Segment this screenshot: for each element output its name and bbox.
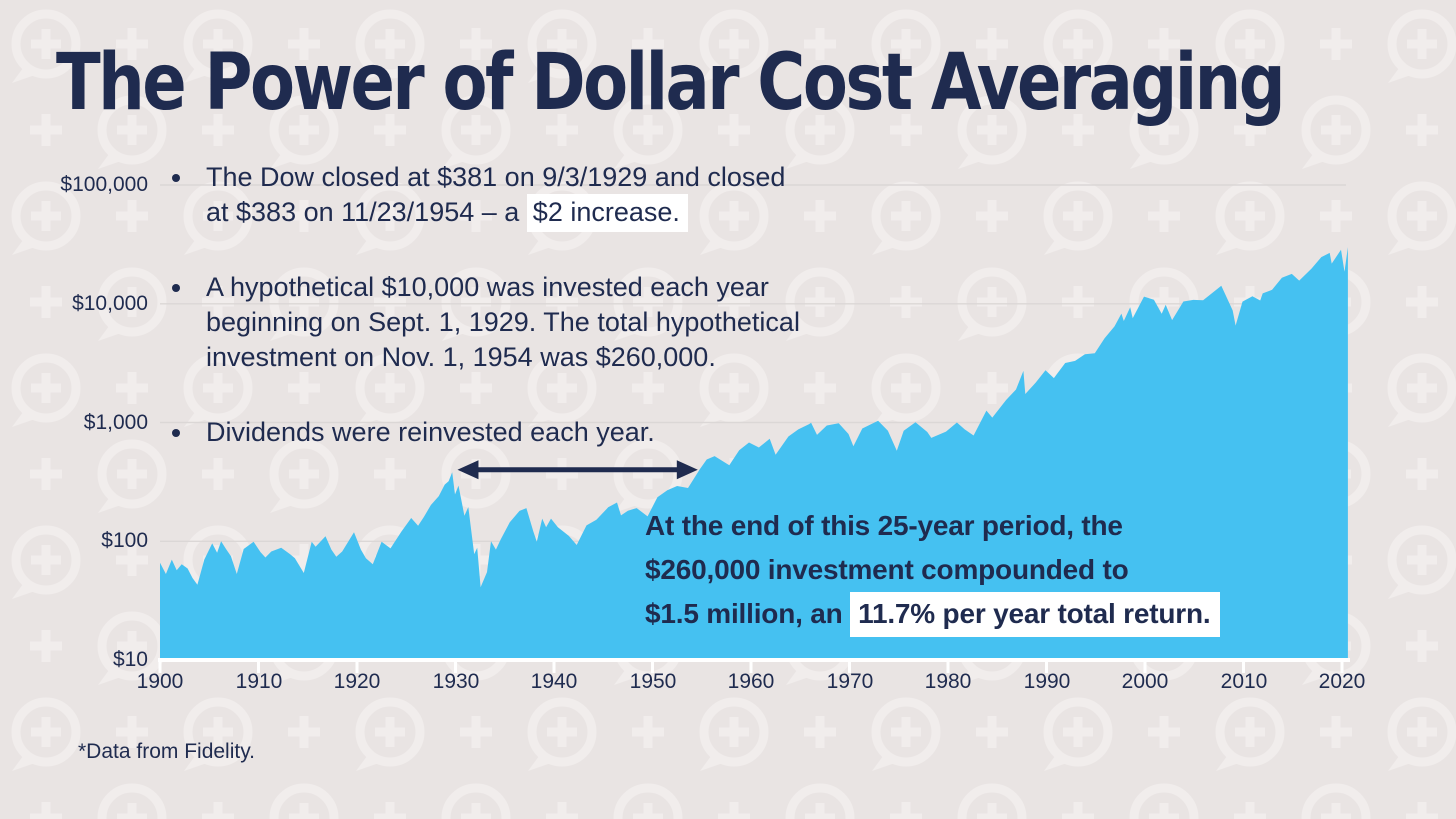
x-axis-tick <box>454 659 457 673</box>
x-axis-tick-label: 2000 <box>1121 670 1169 693</box>
dow-area-series <box>160 247 1348 660</box>
x-axis-tick <box>1045 659 1048 673</box>
arrow-left-head <box>457 460 479 480</box>
text-segment: beginning on Sept. 1, 1929. The total hy… <box>206 307 800 337</box>
bullet-list: The Dow closed at $381 on 9/3/1929 and c… <box>172 160 800 490</box>
text-segment: At the end of this 25-year period, the <box>645 510 1123 541</box>
text-line: beginning on Sept. 1, 1929. The total hy… <box>206 305 800 340</box>
x-axis-tick <box>749 659 753 673</box>
y-axis-tick-label: $1,000 <box>83 411 148 434</box>
text-segment: investment on Nov. 1, 1954 was $260,000. <box>206 342 716 372</box>
highlighted-text: 11.7% per year total return. <box>850 592 1221 637</box>
x-axis-tick <box>1143 659 1147 673</box>
highlighted-text: $2 increase. <box>526 194 688 232</box>
text-line: $260,000 investment compounded to <box>645 548 1220 592</box>
x-axis-tick <box>1340 659 1344 673</box>
text-line: Dividends were reinvested each year. <box>206 415 655 450</box>
text-line: investment on Nov. 1, 1954 was $260,000. <box>206 340 800 375</box>
x-axis-tick-label: 1980 <box>924 670 972 693</box>
text-line: at $383 on 11/23/1954 – a $2 increase. <box>206 194 785 232</box>
x-axis-tick-label: 1920 <box>333 670 381 693</box>
x-axis-tick-label: 2020 <box>1318 670 1366 693</box>
x-axis-tick-label: 1900 <box>136 670 184 693</box>
text-segment: A hypothetical $10,000 was invested each… <box>206 272 769 302</box>
bullet-dot <box>172 174 180 182</box>
text-line: At the end of this 25-year period, the <box>645 504 1220 548</box>
text-segment: $1.5 million, an <box>645 598 851 629</box>
x-axis-tick-label: 2010 <box>1220 670 1268 693</box>
callout-text: At the end of this 25-year period, the $2… <box>645 504 1221 637</box>
x-axis-tick-label: 1950 <box>629 670 677 693</box>
x-axis-tick <box>355 659 359 673</box>
x-axis-tick-label: 1990 <box>1023 670 1071 693</box>
bullet-item: A hypothetical $10,000 was invested each… <box>172 270 800 375</box>
x-axis-tick-label: 1940 <box>530 670 578 693</box>
bullet-dot <box>172 284 180 292</box>
x-axis-tick-label: 1960 <box>727 670 775 693</box>
bullet-dot <box>172 429 180 437</box>
text-line: A hypothetical $10,000 was invested each… <box>206 270 800 305</box>
x-axis-tick <box>552 659 556 673</box>
y-axis-tick-label: $100,000 <box>60 173 148 196</box>
x-axis-tick <box>946 659 950 673</box>
bullet-text: The Dow closed at $381 on 9/3/1929 and c… <box>206 160 785 232</box>
text-segment: at $383 on 11/23/1954 – a <box>206 197 527 227</box>
bullet-item: Dividends were reinvested each year. <box>172 415 800 450</box>
x-axis-tick <box>257 659 260 673</box>
y-axis-tick-label: $10,000 <box>72 292 148 315</box>
text-line: $1.5 million, an 11.7% per year total re… <box>645 592 1221 637</box>
x-axis-line <box>158 658 1350 662</box>
footnote: *Data from Fidelity. <box>78 740 255 763</box>
x-axis-tick-label: 1930 <box>432 670 480 693</box>
bullet-item: The Dow closed at $381 on 9/3/1929 and c… <box>172 160 800 232</box>
x-axis-tick-label: 1970 <box>826 670 874 693</box>
y-axis-tick-label: $100 <box>101 529 148 552</box>
text-line: The Dow closed at $381 on 9/3/1929 and c… <box>206 160 785 195</box>
y-axis-tick-label: $10 <box>112 648 148 671</box>
x-axis-tick <box>848 659 851 673</box>
arrow-right-head <box>676 460 698 480</box>
x-axis-tick <box>1242 659 1245 673</box>
page-title: The Power of Dollar Cost Averaging <box>56 38 1286 128</box>
bullet-text: Dividends were reinvested each year. <box>206 415 655 450</box>
text-segment: $260,000 investment compounded to <box>645 554 1129 585</box>
text-segment: The Dow closed at $381 on 9/3/1929 and c… <box>206 162 786 192</box>
x-axis-tick <box>158 659 162 673</box>
bullet-text: A hypothetical $10,000 was invested each… <box>206 270 800 375</box>
text-segment: Dividends were reinvested each year. <box>206 417 655 447</box>
x-axis-tick <box>651 659 654 673</box>
x-axis-tick-label: 1910 <box>235 670 283 693</box>
